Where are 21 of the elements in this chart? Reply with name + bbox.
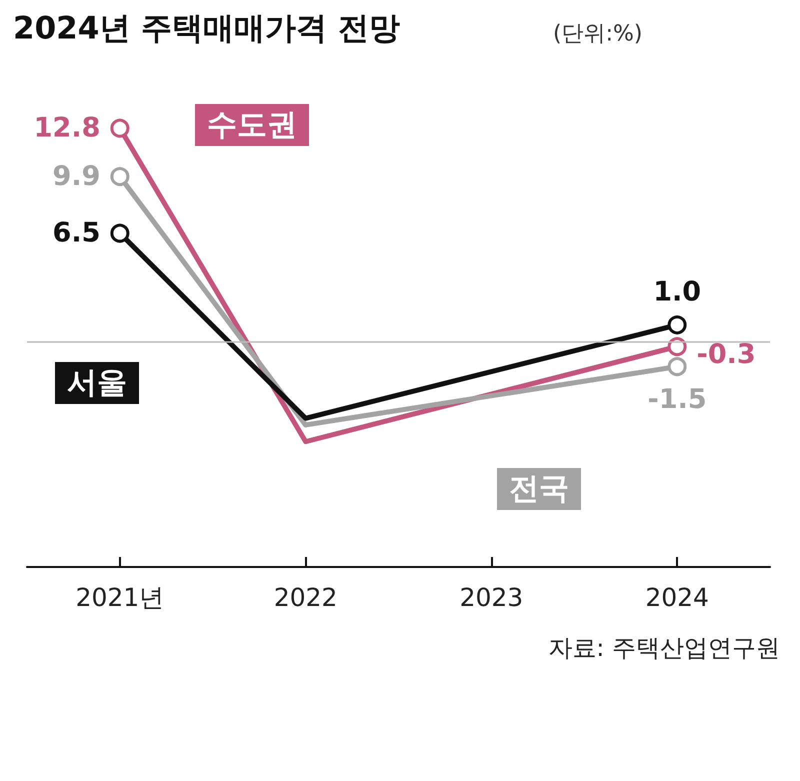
chart-subtitle: (단위:%) <box>553 22 642 46</box>
data-label: 12.8 <box>34 112 100 144</box>
data-label: -0.3 <box>696 339 756 370</box>
text: 서울 <box>67 366 127 400</box>
point <box>668 315 687 334</box>
x-tick-label: 2024 <box>645 583 709 612</box>
chart-title: 2024년 주택매매가격 전망 <box>13 10 400 46</box>
point <box>668 357 687 376</box>
point <box>110 118 130 138</box>
x-tick-label: 2023 <box>460 583 524 612</box>
data-label: -1.5 <box>648 384 707 416</box>
data-label: 6.5 <box>52 218 100 249</box>
x-tick-label: 2022 <box>274 583 338 612</box>
data-label: 9.9 <box>52 161 100 192</box>
text: 자료: 주택산업연구원 <box>548 634 780 662</box>
text: 전국 <box>509 472 569 506</box>
data-label: 1.0 <box>653 276 702 308</box>
point <box>110 167 130 186</box>
text: 수도권 <box>207 108 297 142</box>
point <box>110 224 130 243</box>
x-tick-label: 2021년 <box>76 583 164 612</box>
